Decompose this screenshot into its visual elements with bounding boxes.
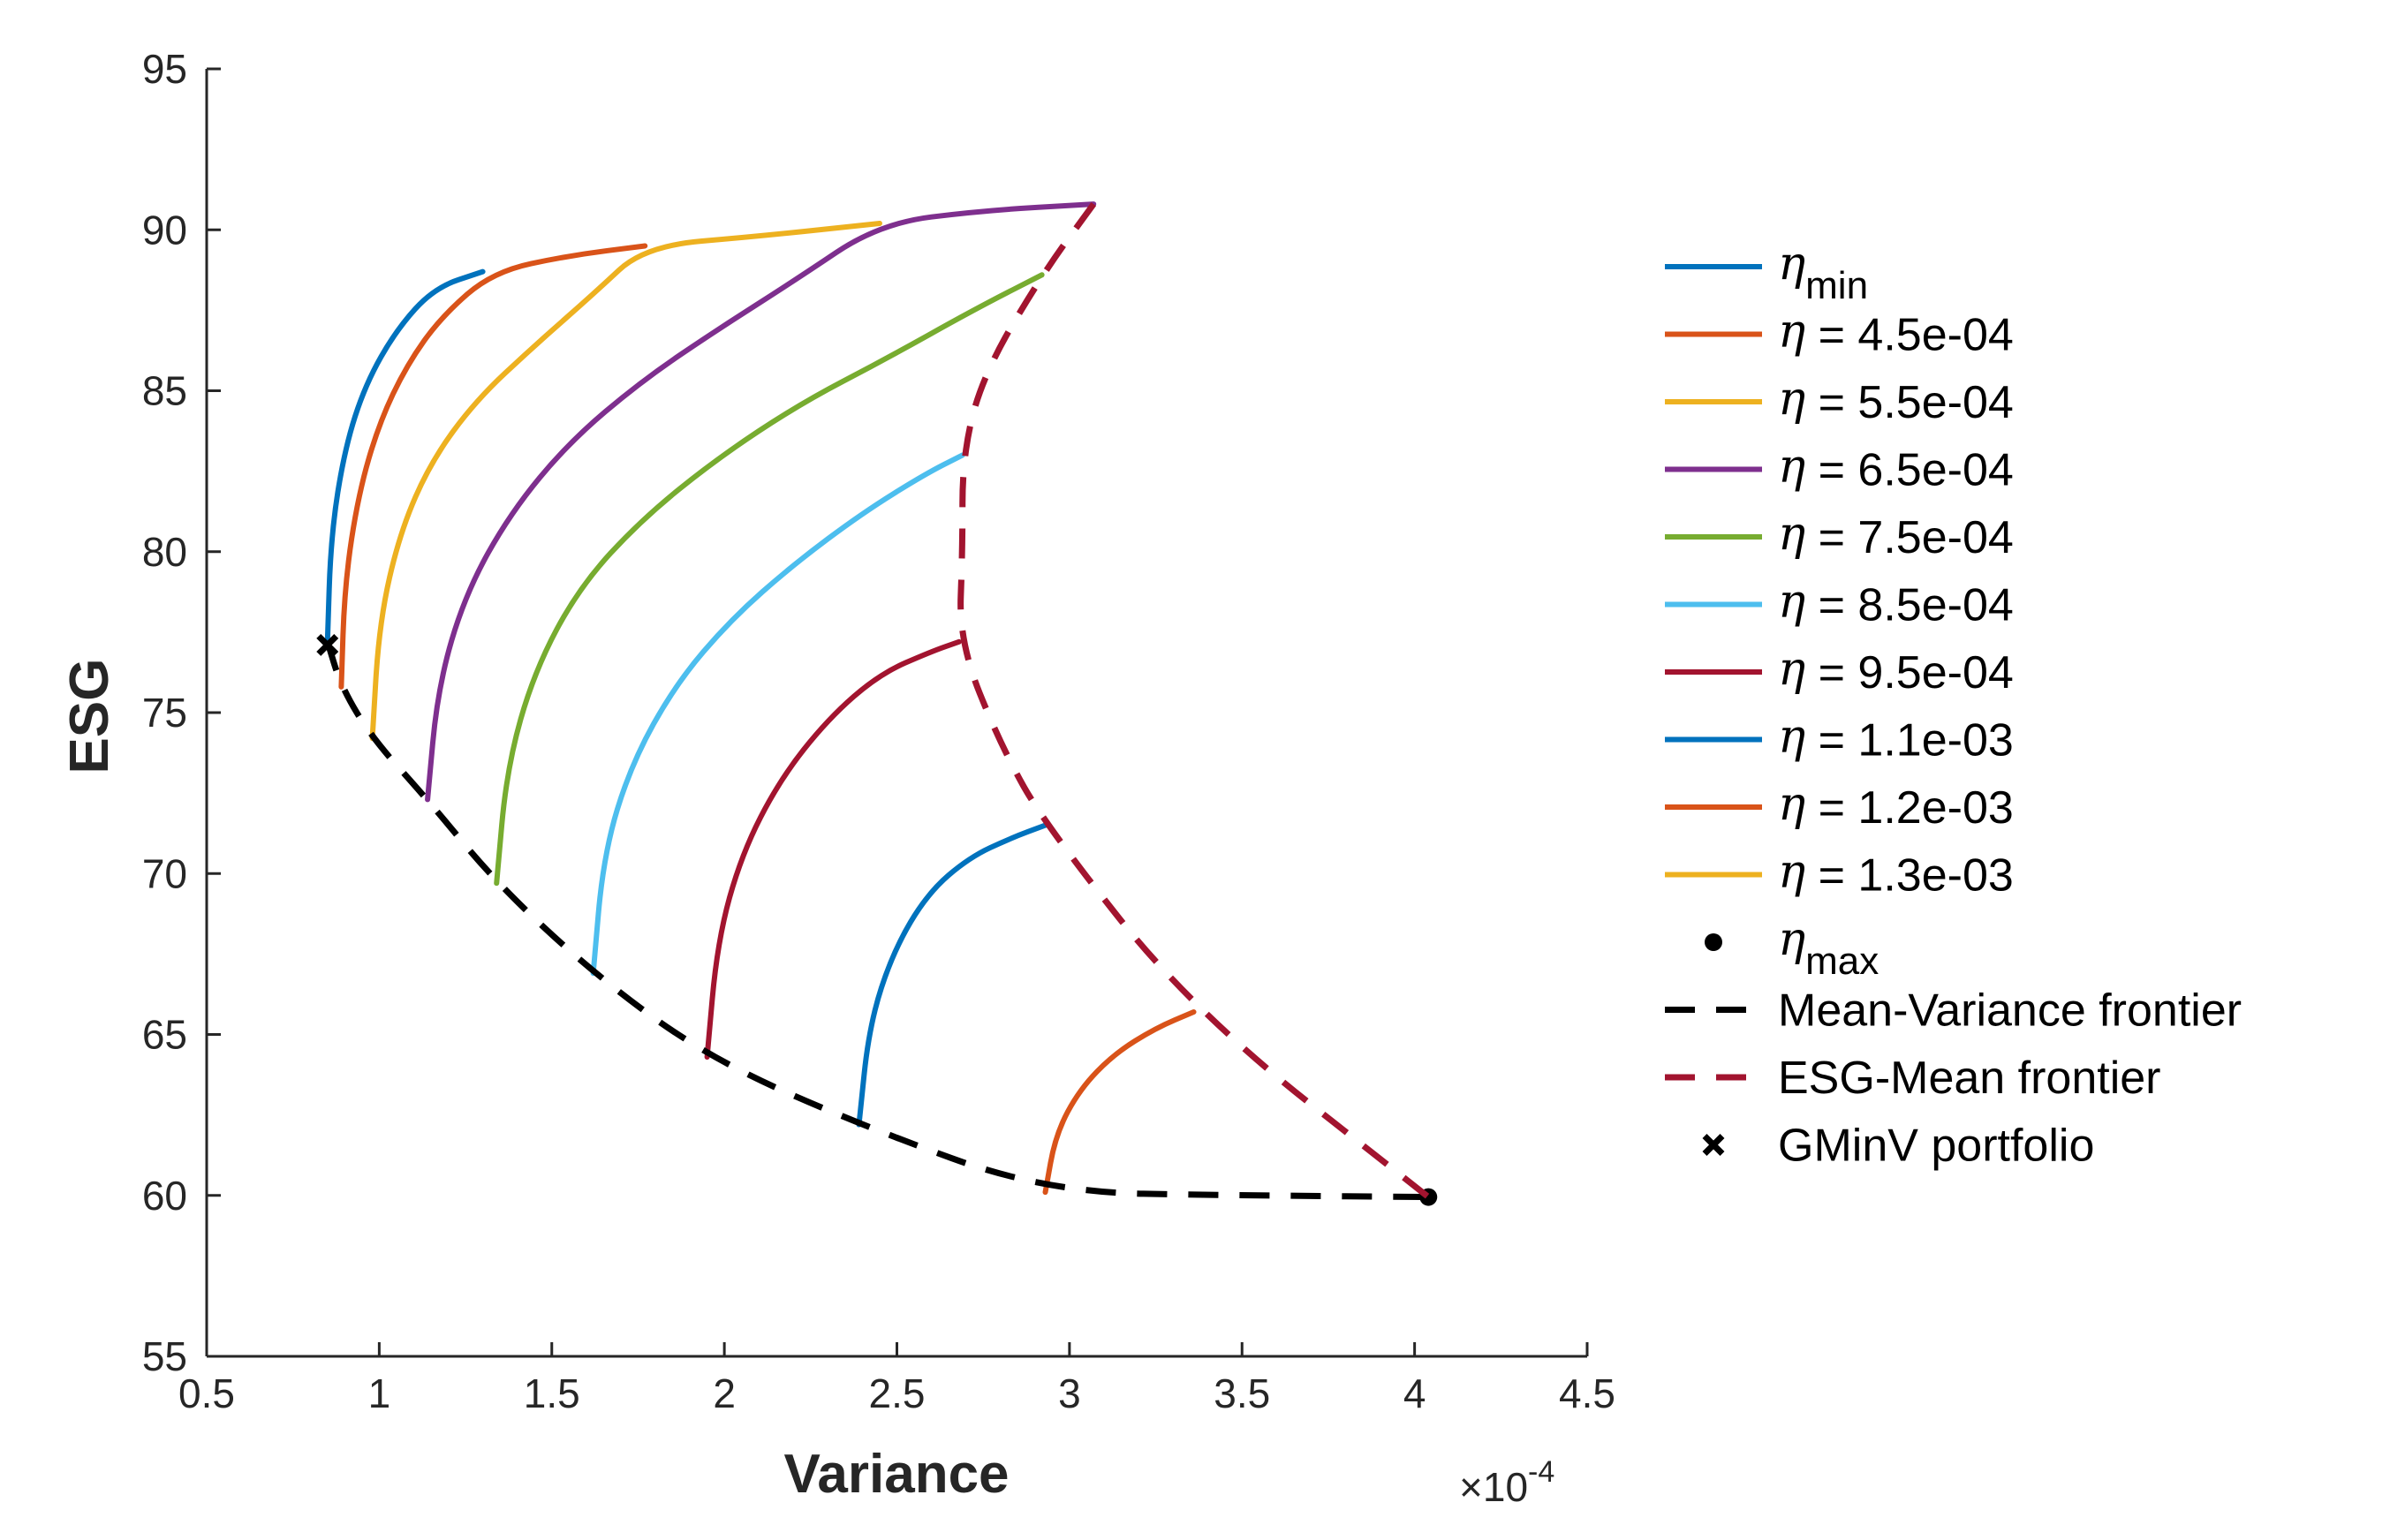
y-tick-label: 70 [142,850,187,896]
legend-item: η = 6.5e-04 [1665,441,2014,496]
legend-label: ηmin [1778,238,1868,307]
x-tick-label: 1 [368,1370,391,1416]
legend-item: ηmin [1665,238,1868,307]
legend-item: η = 1.2e-03 [1665,778,2014,834]
series-line-min [324,268,486,645]
series-line-7-5e-04 [494,272,1045,887]
legend-label: ηmax [1778,913,1879,983]
x-tick-label: 3.5 [1214,1370,1270,1416]
legend-item: η = 4.5e-04 [1665,306,2014,361]
legend-item: η = 5.5e-04 [1665,373,2014,428]
x-axis-exponent: ×10-4 [1459,1455,1554,1510]
legend-item: Mean-Variance frontier [1665,985,2242,1037]
legend-label: η = 4.5e-04 [1778,306,2014,361]
y-tick-label: 55 [142,1333,187,1379]
series-line-5-5e-04 [369,220,882,742]
series-line-8-5e-04 [590,452,965,977]
legend-item: η = 1.3e-03 [1665,846,2014,902]
gminv-point [316,633,339,656]
series-line-1-2e-03 [1042,1008,1197,1196]
legend-label: η = 8.5e-04 [1778,576,2014,631]
x-axis-title: Variance [783,1444,1009,1505]
legend-item: η = 7.5e-04 [1665,508,2014,563]
y-tick-label: 60 [142,1173,187,1219]
series-line-9-5e-04 [704,638,962,1061]
x-tick-label: 2.5 [869,1370,926,1416]
legend-item: η = 9.5e-04 [1665,643,2014,698]
legend-label: η = 6.5e-04 [1778,441,2014,496]
legend-item: GMinV portfolio [1702,1121,2094,1172]
legend-swatch [1702,1134,1725,1156]
legend-item: ηmax [1705,913,1879,983]
legend-swatch [1705,933,1722,951]
y-tick-label: 75 [142,690,187,736]
legend-label: η = 1.2e-03 [1778,778,2014,834]
y-tick-label: 85 [142,368,187,414]
axes: 0.5 1 1.5 2 2.5 3 3.5 4 4.5 55 60 65 70 75 80 85 90 95 [142,46,1615,1416]
series-line-1-1e-03 [856,822,1048,1128]
x-tick-label: 3 [1058,1370,1081,1416]
y-axis-title: ESG [59,659,120,774]
x-tick-label: 0.5 [178,1370,235,1416]
legend-label: Mean-Variance frontier [1778,985,2242,1037]
legend-label: η = 9.5e-04 [1778,643,2014,698]
legend-label: η = 1.1e-03 [1778,711,2014,766]
series-layer [316,201,1438,1206]
legend-label: η = 5.5e-04 [1778,373,2014,428]
legend-item: η = 8.5e-04 [1665,576,2014,631]
x-axis-exponent-power: -4 [1528,1455,1554,1489]
series-line-mean-variance-frontier [324,640,1429,1201]
series-line-6-5e-04 [425,201,1097,803]
y-tick-label: 95 [142,46,187,92]
legend-label: η = 7.5e-04 [1778,508,2014,563]
legend-label: GMinV portfolio [1778,1121,2094,1172]
x-tick-label: 2 [713,1370,736,1416]
x-axis-exponent-base: ×10 [1459,1464,1528,1510]
x-tick-label: 4 [1403,1370,1426,1416]
y-tick-label: 90 [142,207,187,253]
y-tick-label: 80 [142,529,187,575]
x-tick-label: 1.5 [524,1370,580,1416]
x-tick-label: 4.5 [1559,1370,1615,1416]
legend-label: ESG-Mean frontier [1778,1053,2161,1104]
series-line-4-5e-04 [338,243,648,690]
legend-item: η = 1.1e-03 [1665,711,2014,766]
y-tick-label: 65 [142,1012,187,1058]
gminv-point-stroke [316,633,339,656]
series-line-esg-mean-frontier [957,202,1431,1200]
legend-label: η = 1.3e-03 [1778,846,2014,902]
legend-item: ESG-Mean frontier [1665,1053,2161,1104]
